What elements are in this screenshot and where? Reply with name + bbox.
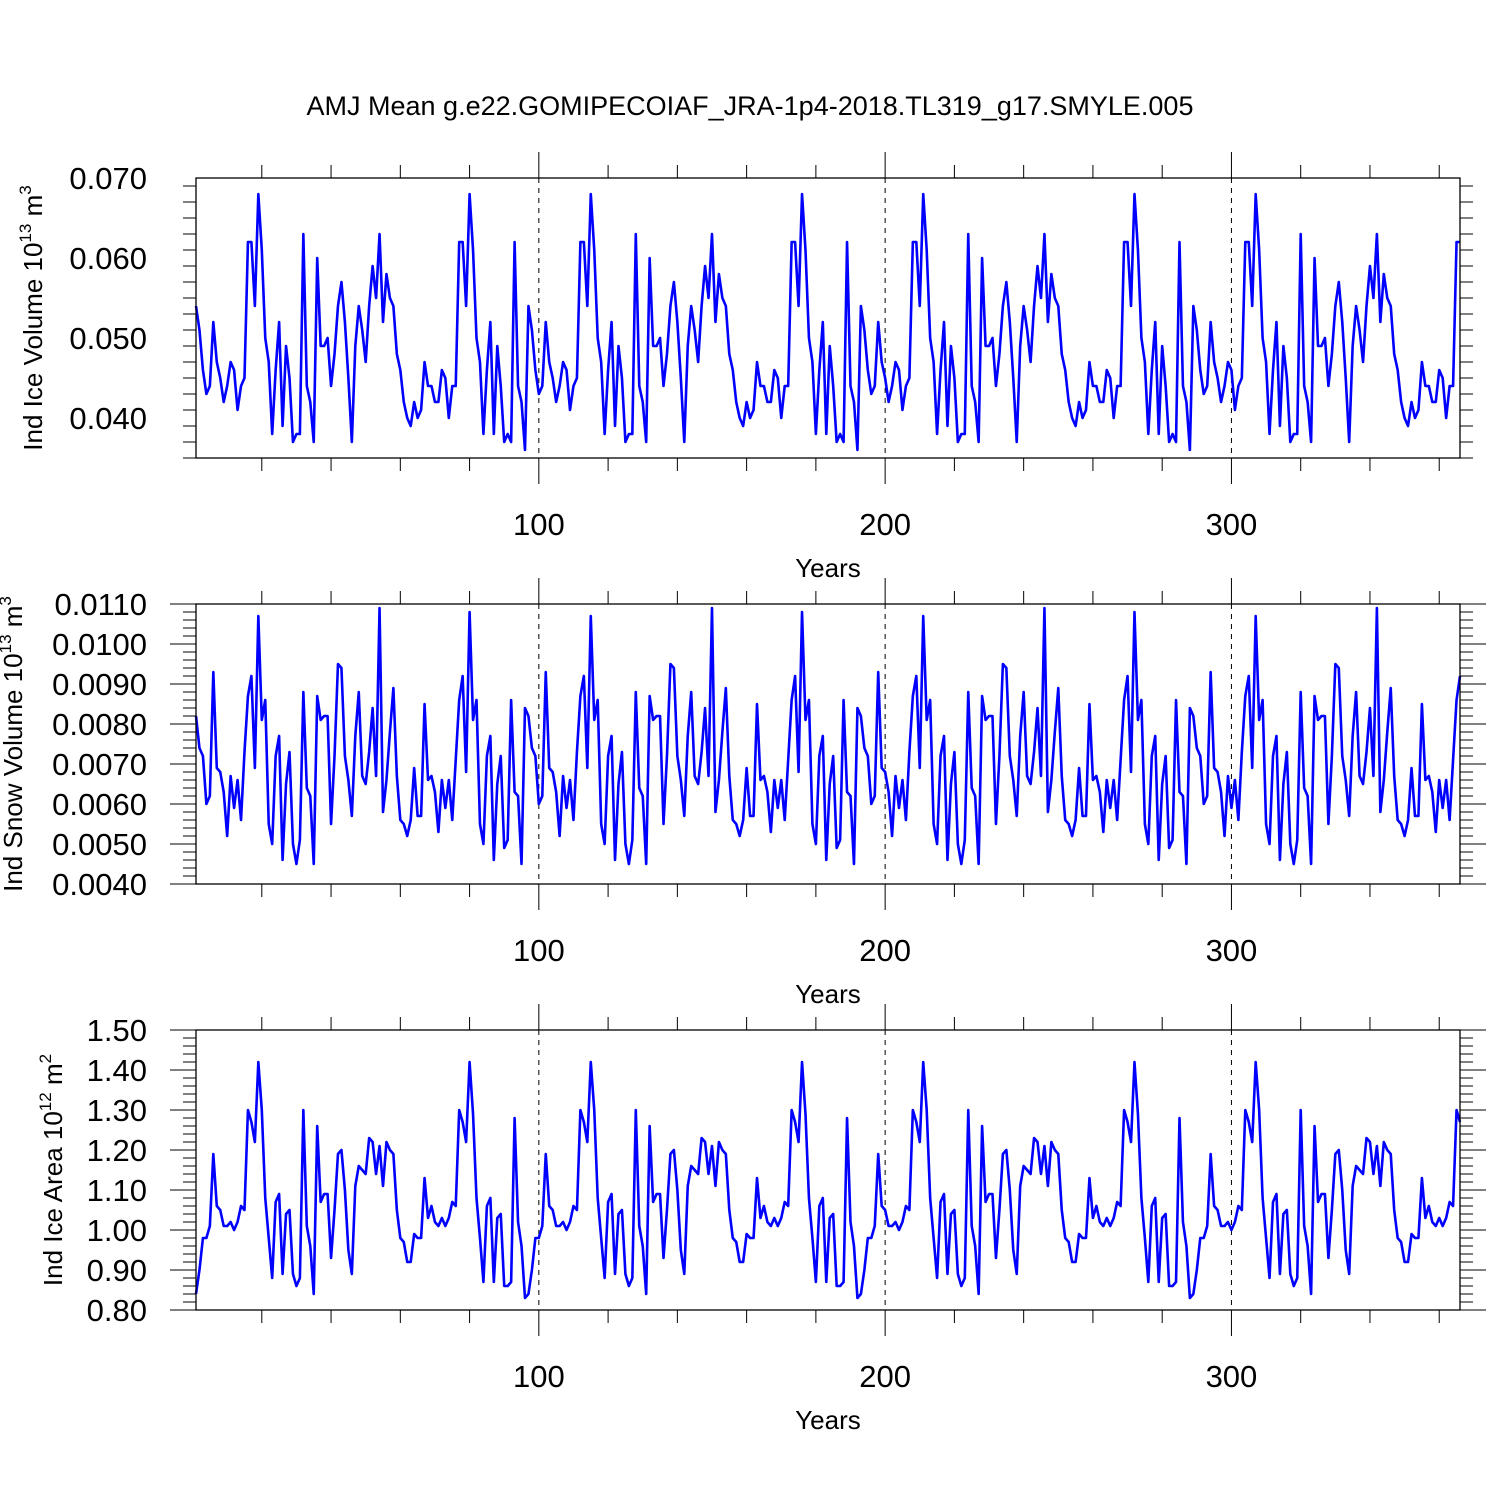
panel-1: 0.040 0.050 0.060 0.070 100 200 300 Years Ind Ic…	[16, 152, 1473, 583]
y-tick-label: 0.80	[87, 1293, 147, 1328]
y-label-unit-exponent: 3	[0, 596, 15, 605]
y-tick-label: 0.0090	[52, 667, 147, 702]
y-label-text: Ind Snow Volume 10	[0, 653, 28, 892]
y-tick-label: 0.070	[69, 161, 147, 196]
y-label-unit: m	[0, 606, 28, 635]
x-tick-label: 200	[859, 1359, 911, 1394]
y-label-unit: m	[18, 195, 48, 224]
y-tick-label: 0.0110	[54, 587, 147, 622]
x-tick-label: 100	[513, 933, 565, 968]
y-tick-label: 0.0060	[52, 787, 147, 822]
x-tick-label: 300	[1206, 933, 1258, 968]
y-axis-label: Ind Ice Area 1012 m2	[36, 1054, 68, 1286]
y-tick-label: 0.040	[69, 401, 147, 436]
y-tick-label: 1.40	[87, 1053, 147, 1088]
y-tick-label: 0.060	[69, 241, 147, 276]
y-label-text: Ind Ice Volume 10	[18, 243, 48, 451]
y-tick-label: 0.050	[69, 321, 147, 356]
y-axis-label: Ind Ice Volume 1013 m3	[16, 185, 48, 450]
y-label-text: Ind Ice Area 10	[38, 1111, 68, 1286]
plot-frame	[195, 1029, 1461, 1311]
y-tick-label: 0.0100	[52, 627, 147, 662]
panel-2: 0.0040 0.0050 0.0060 0.0070 0.0080 0.0090 0.01…	[0, 578, 1486, 1009]
x-tick-label: 100	[513, 507, 565, 542]
y-axis-label: Ind Snow Volume 1013 m3	[0, 596, 28, 892]
x-axis-label: Years	[795, 1405, 861, 1435]
y-label-unit-exponent: 3	[16, 185, 35, 194]
x-tick-label: 200	[859, 933, 911, 968]
x-tick-label: 300	[1206, 507, 1258, 542]
y-label-unit-exponent: 2	[36, 1054, 55, 1063]
y-tick-label: 1.30	[87, 1093, 147, 1128]
figure-title: AMJ Mean g.e22.GOMIPECOIAF_JRA-1p4-2018.…	[307, 91, 1194, 121]
y-tick-label: 0.90	[87, 1253, 147, 1288]
y-label-exponent: 12	[36, 1092, 55, 1111]
y-tick-label: 0.0070	[52, 747, 147, 782]
series-line	[194, 606, 1462, 866]
x-tick-label: 200	[859, 507, 911, 542]
y-tick-label: 0.0040	[52, 867, 147, 902]
series-line	[194, 1060, 1462, 1300]
series-line	[194, 192, 1460, 452]
x-axis-label: Years	[795, 553, 861, 583]
y-label-unit: m	[38, 1063, 68, 1092]
plot-frame	[195, 603, 1461, 885]
panel-3: 0.80 0.90 1.00 1.10 1.20 1.30 1.40 1.50 100 200 30…	[36, 1004, 1486, 1435]
y-tick-label: 1.20	[87, 1133, 147, 1168]
y-tick-label: 1.00	[87, 1213, 147, 1248]
y-label-exponent: 13	[0, 634, 15, 653]
y-tick-label: 0.0050	[52, 827, 147, 862]
x-tick-label: 100	[513, 1359, 565, 1394]
y-tick-label: 1.50	[87, 1013, 147, 1048]
x-axis-label: Years	[795, 979, 861, 1009]
y-tick-label: 0.0080	[52, 707, 147, 742]
y-label-exponent: 13	[16, 224, 35, 243]
plot-frame	[195, 177, 1461, 459]
y-tick-label: 1.10	[87, 1173, 147, 1208]
x-tick-label: 300	[1206, 1359, 1258, 1394]
